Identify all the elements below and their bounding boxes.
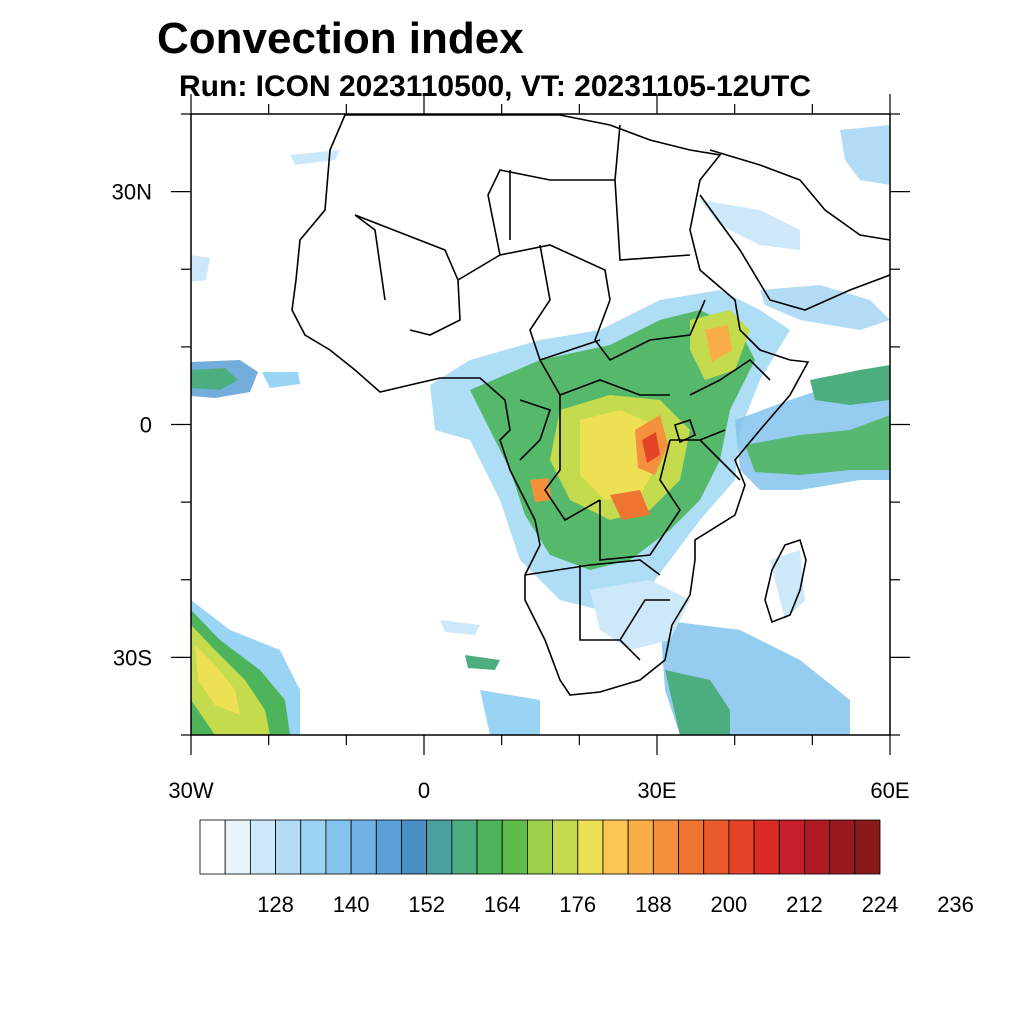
field-red-sea-blue [700, 200, 800, 250]
field-ne-corner [840, 125, 890, 185]
colorbar-label: 200 [711, 892, 748, 917]
africa-coastline [291, 114, 810, 696]
colorbar-box [854, 819, 881, 875]
field-atlantic-band-core [191, 368, 238, 390]
lake-victoria [674, 418, 696, 444]
colorbar-label: 212 [786, 892, 823, 917]
field-south-atl-2 [480, 690, 540, 735]
colorbar-box [401, 819, 428, 875]
field-ethiopia-orange [705, 325, 732, 362]
colorbar-box [652, 819, 679, 875]
colorbar-labels: 128 140 152 164 176 188 200 212 224 236 [257, 892, 974, 917]
colorbar-label: 236 [937, 892, 974, 917]
lon-tick-label: 60E [870, 778, 909, 803]
colorbar-box [627, 819, 654, 875]
field-nw-streak [290, 150, 340, 165]
colorbar-label: 176 [559, 892, 596, 917]
colorbar-box [300, 819, 327, 875]
colorbar-box [224, 819, 251, 875]
lon-tick-label: 30E [637, 778, 676, 803]
lon-tick-label: 0 [418, 778, 430, 803]
colorbar-box [325, 819, 352, 875]
field-arabian-sea-green [810, 365, 890, 405]
colorbar-box [275, 819, 302, 875]
lat-tick-label: 30N [112, 180, 152, 205]
colorbar-box [527, 819, 553, 875]
madagascar-coastline [764, 538, 807, 624]
colorbar-box [426, 819, 453, 875]
lat-tick-label: 0 [140, 413, 152, 438]
colorbar-box [199, 819, 226, 875]
colorbar-box [678, 819, 705, 875]
colorbar-box [753, 819, 780, 875]
coastlines-borders [291, 114, 891, 696]
colorbar-box [778, 819, 805, 875]
colorbar [199, 819, 881, 875]
plot-title: Convection index [157, 14, 524, 63]
colorbar-box [728, 819, 755, 875]
colorbar-box [249, 819, 276, 875]
field-madagascar-blue [770, 550, 805, 620]
colorbar-box [375, 819, 402, 875]
convection-field [191, 125, 890, 735]
colorbar-label: 128 [257, 892, 294, 917]
colorbar-box [451, 819, 478, 875]
field-hotspot-4 [530, 478, 552, 502]
lon-tick-label: 30W [168, 778, 213, 803]
field-indian-ocean-green [745, 415, 890, 475]
colorbar-label: 140 [333, 892, 370, 917]
colorbar-label: 152 [408, 892, 445, 917]
arabia-coastline [699, 149, 891, 311]
colorbar-box [476, 819, 503, 875]
field-se-africa-green [665, 670, 730, 735]
field-sw-yellow [191, 625, 270, 735]
field-south-atl-3 [440, 620, 480, 635]
country-borders [354, 124, 771, 661]
field-hotspot-2 [642, 432, 660, 463]
field-atlantic-small [262, 372, 300, 388]
field-sw-yellow-core [195, 645, 240, 715]
colorbar-box [552, 819, 579, 875]
colorbar-box [703, 819, 730, 875]
field-hotspot-3 [610, 490, 650, 520]
field-west-small [191, 255, 210, 282]
plot-subtitle: Run: ICON 2023110500, VT: 20231105-12UTC [179, 70, 812, 103]
colorbar-label: 164 [484, 892, 521, 917]
colorbar-box [829, 819, 856, 875]
colorbar-box [804, 819, 831, 875]
colorbar-label: 188 [635, 892, 672, 917]
colorbar-label: 224 [862, 892, 899, 917]
colorbar-box [602, 819, 629, 875]
field-arabia-light [760, 285, 890, 330]
field-south-atl-1 [465, 655, 500, 670]
colorbar-box [577, 819, 604, 875]
colorbar-box [501, 819, 528, 875]
field-southern-africa [590, 580, 690, 650]
colorbar-box [350, 819, 377, 875]
axis-labels: 30W 0 30E 60E 30N 0 30S [112, 180, 910, 803]
lat-tick-label: 30S [113, 645, 152, 670]
axis-ticks [171, 94, 910, 755]
